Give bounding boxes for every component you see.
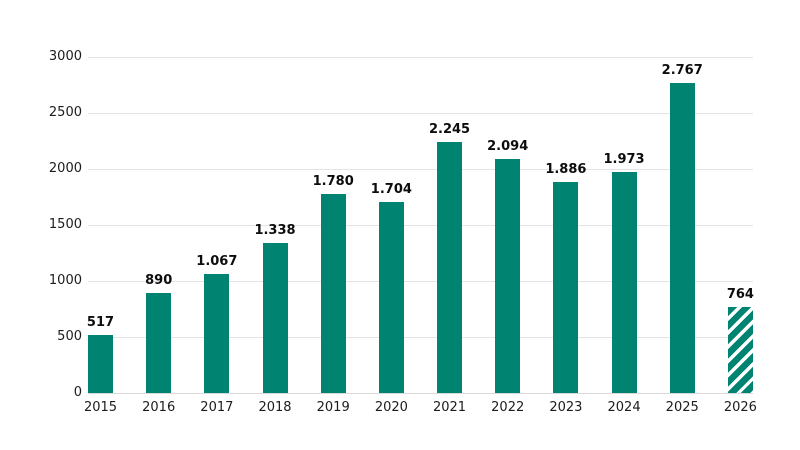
- bar-2016[interactable]: [146, 293, 172, 393]
- gridline: [88, 57, 753, 58]
- bar-column-2015: 517 2015: [84, 57, 117, 415]
- bar-column-2024: 1.973 2024: [603, 57, 644, 415]
- x-tick-label-2016: 2016: [142, 400, 176, 415]
- x-tick-label-2023: 2023: [549, 400, 583, 415]
- bar-column-2020: 1.704 2020: [371, 57, 412, 415]
- x-tick-label-2024: 2024: [607, 400, 641, 415]
- bar-value-label: 1.780: [312, 173, 354, 189]
- bar-value-label: 1.973: [603, 152, 645, 167]
- bar-column-2023: 1.886 2023: [545, 57, 586, 415]
- bar-2015[interactable]: [88, 335, 113, 393]
- bar-value-label: 2.245: [428, 121, 471, 137]
- bar-value-label: 1.886: [545, 161, 587, 177]
- x-tick-label-2026: 2026: [723, 400, 757, 415]
- bar-column-2019: 1.780 2019: [313, 57, 354, 415]
- bar-column-2018: 1.338 2018: [254, 57, 295, 415]
- bar-value-label: 890: [145, 273, 173, 289]
- bar-column-2025: 2.767 2025: [662, 57, 703, 415]
- bar-2024[interactable]: [611, 172, 637, 393]
- x-tick-label-2017: 2017: [200, 400, 234, 415]
- bar-value-label: 517: [86, 315, 115, 331]
- x-tick-label-2020: 2020: [374, 400, 408, 415]
- gridline: [88, 281, 753, 282]
- bar-value-label: 1.338: [254, 223, 296, 239]
- plot-area: 517 2015 890 2016 1.067 2017 1.338 2018 1.780 201…: [84, 57, 757, 416]
- x-tick-label-2019: 2019: [316, 400, 350, 415]
- x-tick-label-2022: 2022: [491, 400, 525, 415]
- bar-2018[interactable]: [262, 243, 288, 393]
- bar-value-label: 1.704: [370, 182, 412, 198]
- bar-column-2017: 1.067 2017: [196, 57, 237, 416]
- x-tick-label-2025: 2025: [665, 400, 699, 415]
- bar-column-2022: 2.094 2022: [487, 57, 528, 416]
- gridline: [88, 169, 753, 170]
- bar-2023[interactable]: [553, 181, 579, 393]
- gridline: [88, 337, 753, 338]
- bar-2025[interactable]: [669, 83, 695, 393]
- bar-2017[interactable]: [204, 273, 230, 393]
- y-tick-label: 0: [73, 385, 82, 400]
- x-axis-line: [88, 393, 753, 394]
- bar-column-2021: 2.245 2021: [429, 57, 470, 415]
- y-tick-label: 2000: [48, 161, 82, 176]
- y-tick-label: 500: [57, 329, 82, 344]
- bar-2022[interactable]: [495, 158, 521, 393]
- y-tick-label: 1500: [48, 217, 82, 232]
- bar-2019[interactable]: [320, 193, 346, 393]
- bar-2020[interactable]: [378, 202, 404, 393]
- y-tick-label: 2500: [48, 105, 82, 120]
- x-tick-label-2021: 2021: [432, 400, 467, 415]
- bar-column-2016: 890 2016: [142, 57, 175, 415]
- bar-column-2026: 764 2026: [724, 57, 757, 415]
- bar-value-label: 764: [726, 287, 754, 303]
- bar-value-label: 2.094: [487, 138, 529, 154]
- y-tick-label: 3000: [48, 49, 82, 64]
- gridline: [88, 113, 753, 114]
- bar-2026-forecast-hatched[interactable]: [727, 307, 753, 393]
- bar-2021[interactable]: [437, 141, 463, 393]
- x-tick-label-2018: 2018: [258, 400, 292, 415]
- y-tick-label: 1000: [48, 273, 82, 288]
- bars-container: 517 2015 890 2016 1.067 2017 1.338 2018 1.780 201…: [84, 57, 757, 416]
- x-tick-label-2015: 2015: [83, 400, 118, 415]
- bar-value-label: 1.067: [196, 253, 238, 269]
- gridline: [88, 225, 753, 226]
- bar-value-label: 2.767: [661, 63, 703, 79]
